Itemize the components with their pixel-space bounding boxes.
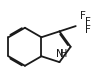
Text: N: N	[56, 49, 63, 59]
Text: F: F	[85, 17, 90, 27]
Text: F: F	[85, 25, 90, 35]
Text: F: F	[80, 11, 86, 21]
Text: H: H	[60, 49, 67, 59]
